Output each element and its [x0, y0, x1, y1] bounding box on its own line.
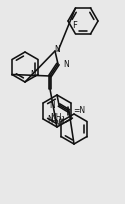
Text: =N: =N [73, 106, 85, 115]
Text: N: N [63, 60, 69, 69]
Text: N: N [54, 119, 60, 128]
Text: F: F [72, 20, 78, 29]
Text: N: N [54, 44, 60, 53]
Text: H₂N: H₂N [50, 117, 65, 126]
Text: N: N [30, 70, 36, 79]
Text: N: N [47, 115, 53, 124]
Text: N: N [49, 101, 55, 110]
Text: NH₂: NH₂ [50, 113, 64, 122]
